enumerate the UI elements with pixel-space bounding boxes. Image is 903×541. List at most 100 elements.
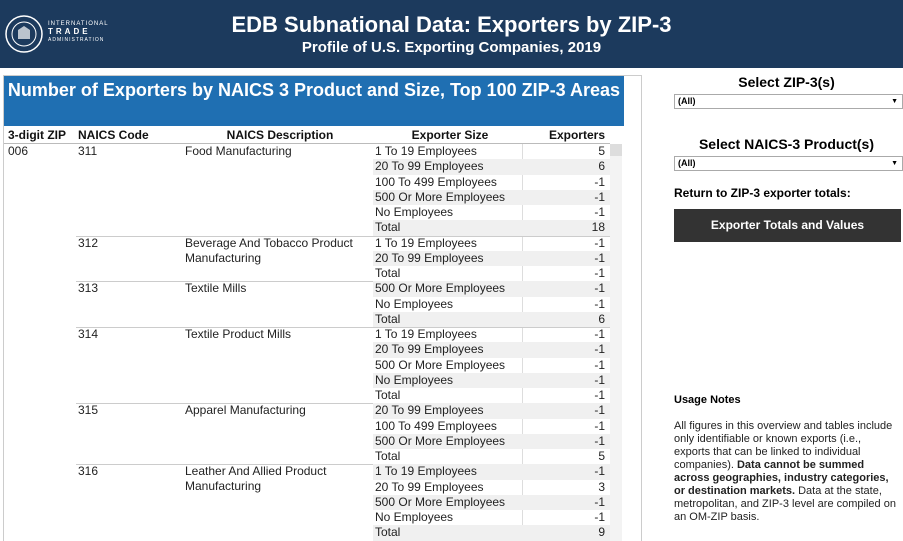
exporter-size: 20 To 99 Employees — [375, 250, 484, 265]
exporter-count: -1 — [594, 174, 605, 189]
exporter-size: 500 Or More Employees — [375, 433, 506, 448]
exporter-count: -1 — [594, 327, 605, 341]
logo-line: TRADE — [48, 27, 91, 36]
row-stripe — [373, 494, 610, 510]
row-stripe — [373, 372, 610, 388]
row-stripe — [373, 220, 610, 236]
exporter-count: 6 — [598, 159, 605, 174]
exporter-size: 20 To 99 Employees — [375, 479, 484, 494]
table-body: 3-digit ZIP NAICS Code NAICS Description Ex… — [4, 76, 610, 541]
exporter-size: Total — [375, 388, 401, 402]
dropdown-value: (All) — [678, 158, 696, 168]
zip-label: Select ZIP-3(s) — [738, 74, 835, 90]
group-rule — [76, 327, 610, 328]
exporter-count: -1 — [594, 433, 605, 448]
exporter-size: 500 Or More Employees — [375, 189, 506, 204]
column-header: Exporter Size — [411, 128, 489, 142]
exporter-size: 100 To 499 Employees — [375, 174, 497, 189]
exporter-size: Total — [375, 266, 401, 280]
naics-code: 315 — [78, 403, 99, 418]
row-stripe — [373, 250, 610, 266]
notes-part: All figures in this overview and tables … — [674, 420, 893, 471]
exporter-count: 5 — [598, 449, 605, 463]
naics-code: 313 — [78, 281, 99, 296]
exporter-count: 5 — [598, 144, 605, 158]
naics-code: 316 — [78, 464, 99, 479]
exporter-size: 20 To 99 Employees — [375, 403, 484, 418]
totals-button[interactable]: Exporter Totals and Values — [674, 209, 901, 242]
naics-code: 314 — [78, 327, 99, 341]
exporter-size: 500 Or More Employees — [375, 357, 506, 372]
header-rule — [4, 143, 610, 144]
exporter-count: 3 — [598, 479, 605, 494]
exporter-size: No Employees — [375, 372, 454, 387]
exporter-count: -1 — [594, 189, 605, 204]
exporter-size: 100 To 499 Employees — [375, 418, 497, 433]
group-rule — [76, 403, 610, 405]
row-stripe — [373, 433, 610, 449]
naics-description: Textile Mills — [185, 281, 247, 296]
exporter-size: 500 Or More Employees — [375, 494, 506, 509]
naics-code: 311 — [78, 144, 98, 158]
notes-part: Data at the state, metropolitan, and ZIP… — [674, 485, 896, 523]
exporter-count: 6 — [598, 311, 605, 326]
table-title: Number of Exporters by NAICS 3 Product a… — [4, 76, 624, 126]
group-rule — [76, 281, 610, 283]
exporter-size: 20 To 99 Employees — [375, 342, 484, 357]
exporter-size: Total — [375, 220, 401, 235]
exporter-size: No Employees — [375, 205, 454, 219]
naics-description: Textile Product Mills — [185, 327, 292, 341]
row-stripe — [373, 159, 610, 175]
exporter-count: -1 — [594, 372, 605, 387]
exporter-count: -1 — [594, 266, 605, 280]
exporter-count: -1 — [594, 388, 605, 402]
title: EDB Subnational Data: Exporters by ZIP-3 — [231, 12, 672, 37]
exporter-size: Total — [375, 311, 401, 326]
exporter-size: 1 To 19 Employees — [375, 327, 477, 341]
exporter-count: -1 — [594, 357, 605, 372]
exporter-count: -1 — [594, 464, 605, 479]
exporter-count: -1 — [594, 342, 605, 357]
naics-description: Leather And Allied Product Manufacturing — [185, 464, 327, 494]
column-header: NAICS Code — [78, 128, 149, 142]
exporter-size: 500 Or More Employees — [375, 281, 506, 296]
group-rule — [76, 235, 610, 237]
zip-dropdown[interactable]: (All) ▼ — [674, 94, 903, 109]
naics-description: Food Manufacturing — [185, 144, 292, 158]
logo-text: INTERNATIONAL TRADE ADMINISTRATION — [48, 20, 109, 44]
group-rule — [76, 464, 610, 466]
scroll-thumb — [610, 144, 622, 156]
exporter-size: Total — [375, 525, 401, 540]
exporter-size: 20 To 99 Employees — [375, 159, 484, 174]
row-stripe — [373, 311, 610, 327]
exporter-count: -1 — [594, 510, 605, 524]
column-header: NAICS Description — [226, 128, 334, 142]
logo-line: INTERNATIONAL — [48, 21, 109, 27]
exporter-count: -1 — [594, 296, 605, 311]
exporter-size: No Employees — [375, 296, 454, 311]
row-stripe — [373, 342, 610, 358]
exporter-count: 18 — [591, 220, 605, 235]
exporter-count: -1 — [594, 494, 605, 509]
exporter-count: -1 — [594, 250, 605, 265]
row-stripe — [373, 281, 610, 297]
exporter-count: -1 — [594, 235, 605, 250]
notes-text: All figures in this overview and tables … — [674, 420, 896, 524]
zip-code: 006 — [8, 144, 29, 158]
exporter-size: 1 To 19 Employees — [375, 144, 477, 158]
naics-label: Select NAICS-3 Product(s) — [698, 136, 875, 152]
naics-dropdown[interactable]: (All) ▼ — [674, 156, 903, 171]
exporter-count: -1 — [594, 418, 605, 433]
row-stripe — [373, 403, 610, 419]
exporter-count: -1 — [594, 205, 605, 219]
logo-line: ADMINISTRATION — [48, 37, 105, 43]
exporter-size: 1 To 19 Employees — [375, 235, 477, 250]
table-panel: Number of Exporters by NAICS 3 Product a… — [3, 75, 642, 541]
exporter-size: 1 To 19 Employees — [375, 464, 477, 479]
header: INTERNATIONAL TRADE ADMINISTRATION EDB S… — [0, 0, 903, 68]
exporter-size: No Employees — [375, 510, 454, 524]
scrollbar — [610, 144, 622, 541]
exporter-count: -1 — [594, 403, 605, 418]
notes-bold: Data cannot be summed across geographies… — [674, 459, 889, 497]
